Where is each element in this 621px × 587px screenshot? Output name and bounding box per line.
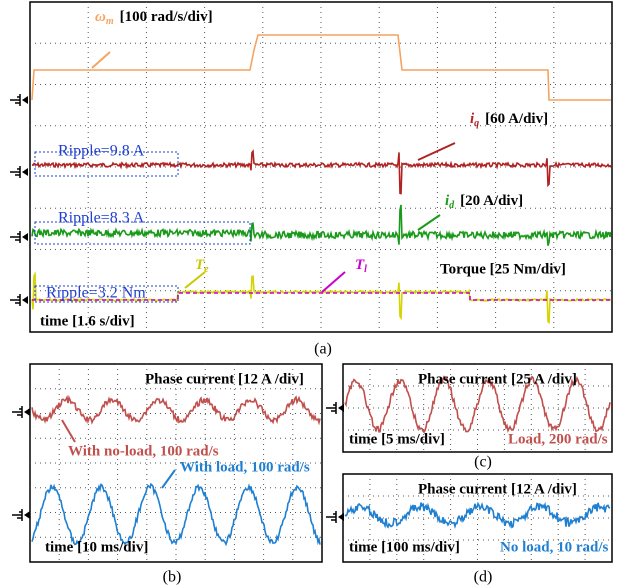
caption: (b) [163, 569, 182, 586]
id-ripple: Ripple=8.3 A [58, 210, 145, 227]
ground-arrow [22, 233, 28, 241]
trace-label: Load, 200 rad/s [508, 431, 608, 447]
ground-marker [10, 231, 20, 243]
ground-marker [10, 94, 20, 106]
speed-scale: [100 rad/s/div] [120, 9, 213, 25]
time-scale: time [10 ms/div] [45, 539, 148, 555]
figure: ωm[100 rad/s/div] iq[60 A/div] Ripple=9.… [0, 0, 621, 587]
ground-arrow [22, 168, 28, 176]
ground-arrow [338, 513, 344, 521]
id-scale: [20 A/div] [460, 193, 523, 209]
iq-sub: q [474, 118, 479, 129]
ground-marker [12, 509, 22, 521]
iq-scale: [60 A/div] [485, 111, 548, 127]
scale: Phase current [25 A /div] [418, 371, 577, 387]
torque-scale: Torque [25 Nm/div] [440, 261, 566, 277]
ground-arrow [24, 408, 30, 416]
scale: Phase current [12 A /div] [145, 371, 304, 387]
ground-marker [10, 166, 20, 178]
ground-marker [10, 294, 20, 306]
ground-marker [326, 402, 336, 414]
ground-arrow [22, 96, 28, 104]
te-sub: e [204, 264, 209, 275]
time-scale: time [100 ms/div] [349, 539, 460, 555]
iq-ripple: Ripple=9.8 A [58, 143, 145, 160]
speed-sub: m [106, 16, 114, 27]
caption: (c) [474, 454, 492, 471]
ground-arrow [24, 511, 30, 519]
trace-label: With no-load, 100 rad/s [68, 443, 219, 459]
scale: Phase current [12 A /div] [418, 481, 577, 497]
trace-label: With load, 100 rad/s [180, 459, 310, 475]
ground-arrow [22, 296, 28, 304]
ground-marker [326, 511, 336, 523]
trace-label: No load, 10 rad/s [500, 539, 609, 555]
caption: (d) [474, 569, 493, 586]
time-scale: time [5 ms/div] [349, 431, 445, 447]
speed-symbol: ω [95, 9, 106, 25]
time-scale: time [1.6 s/div] [40, 313, 135, 329]
torque-ripple: Ripple=3.2 Nm [46, 285, 146, 302]
frames [30, 2, 612, 562]
tl-sub: l [364, 264, 367, 275]
caption: (a) [314, 341, 332, 358]
ground-arrow [338, 404, 344, 412]
ground-marker [12, 406, 22, 418]
